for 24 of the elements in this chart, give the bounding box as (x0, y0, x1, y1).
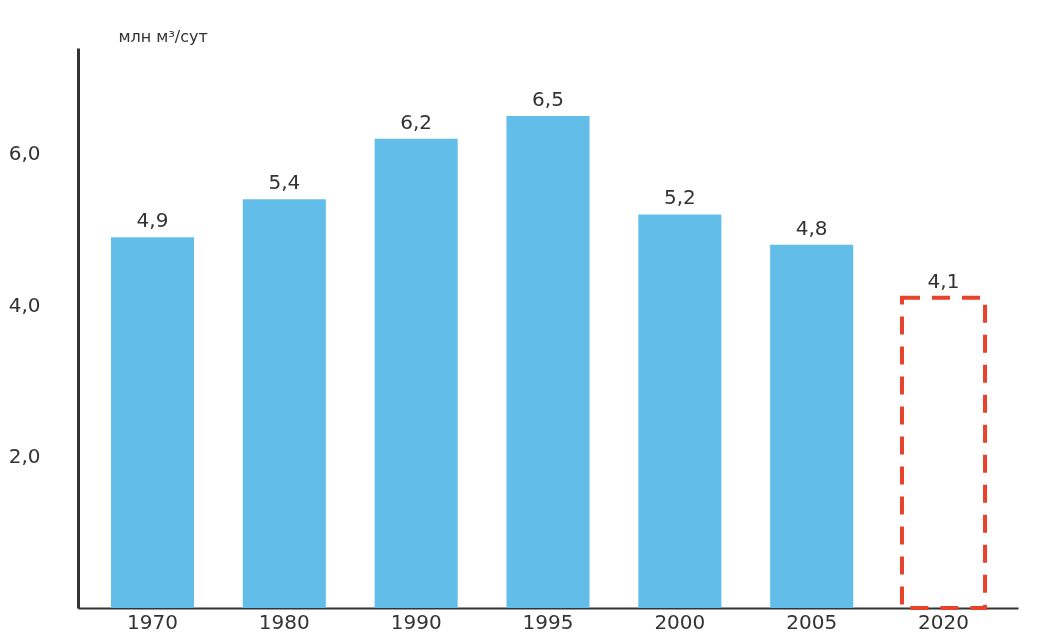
bar (506, 116, 590, 608)
data-label: 6,5 (532, 87, 564, 112)
data-label: 4,9 (136, 208, 169, 233)
x-tick-label: 1995 (522, 609, 574, 632)
data-label: 5,2 (663, 185, 696, 210)
x-tick-label: 2020 (918, 609, 969, 632)
x-tick-label: 2005 (786, 609, 838, 632)
y-tick-label: 6,0 (8, 141, 41, 166)
bar (374, 138, 458, 608)
bar (110, 237, 195, 608)
data-label: 4,8 (795, 215, 828, 240)
x-tick-label: 1980 (258, 609, 310, 632)
y-axis-title: млн м³/сут (118, 26, 208, 46)
data-label: 4,1 (927, 268, 960, 293)
data-label: 5,4 (268, 170, 301, 195)
x-tick-label: 1970 (127, 609, 178, 632)
y-tick-label: 4,0 (8, 292, 41, 317)
x-tick-label: 2000 (654, 609, 706, 632)
bar (770, 244, 854, 608)
y-tick-label: 2,0 (8, 444, 41, 469)
bar (638, 214, 722, 608)
data-label: 6,2 (400, 109, 433, 134)
bar (242, 199, 326, 608)
x-tick-label: 1990 (390, 609, 442, 632)
